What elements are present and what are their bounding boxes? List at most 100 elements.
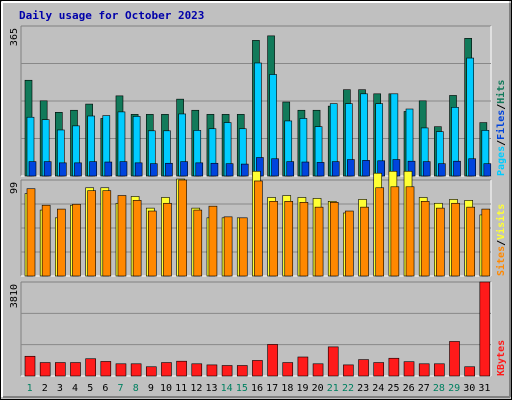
pages-bar	[453, 160, 461, 177]
sites-bar	[269, 201, 278, 277]
sites-bar	[178, 179, 187, 277]
sites-bar	[299, 202, 309, 277]
x-tick-label: 14	[221, 383, 233, 394]
kbytes-bar	[176, 360, 187, 377]
pages-bar	[28, 161, 37, 177]
sites-bar	[87, 190, 96, 277]
visits-sites-panel: 99 Sites/Visits	[9, 170, 507, 277]
kbytes-bar	[388, 357, 400, 377]
sites-bar	[208, 205, 218, 277]
kbytes-bar	[130, 363, 142, 377]
pages-bar	[180, 161, 188, 177]
sites-bar	[41, 204, 51, 277]
pages-bar	[422, 161, 431, 177]
x-tick-label: 18	[281, 383, 293, 394]
sites-bar	[284, 201, 294, 277]
sites-bar	[254, 180, 263, 277]
kbytes-bar	[145, 366, 157, 377]
legend: Pages/Files/Hits	[495, 80, 507, 176]
pages-bar	[331, 161, 340, 177]
sites-bar	[375, 187, 385, 277]
x-tick-label: 28	[433, 383, 445, 394]
kbytes-bar	[267, 344, 278, 377]
pages-bar	[43, 161, 52, 177]
pages-bar	[149, 163, 158, 177]
chart-title: Daily usage for October 2023	[19, 9, 204, 22]
kbytes-bar	[327, 346, 339, 377]
legend-separator: /	[496, 104, 507, 110]
files-bar	[466, 57, 474, 177]
legend: Sites/Visits	[495, 204, 507, 276]
sites-bar	[102, 190, 112, 277]
legend-separator: /	[496, 240, 507, 246]
x-tick-label: 30	[463, 383, 475, 394]
x-tick-label: 26	[403, 383, 415, 394]
sites-bar	[163, 202, 172, 277]
kbytes-bar	[464, 366, 475, 377]
sites-bar	[223, 216, 233, 277]
x-tick-label: 9	[148, 383, 154, 394]
kbytes-bar	[418, 363, 430, 377]
kbytes-bar	[70, 362, 81, 377]
sites-bar	[420, 201, 430, 277]
legend-sites: Sites	[495, 246, 507, 276]
kbytes-bar	[479, 281, 491, 377]
legend-pages: Pages	[496, 146, 507, 176]
sites-bar	[193, 209, 203, 277]
hits-files-pages-panel: 365 Pages/Files/Hits	[9, 25, 507, 177]
x-tick-label: 31	[478, 383, 490, 394]
x-tick-label: 10	[160, 383, 172, 394]
kbytes-bar	[434, 363, 445, 377]
kbytes-bar	[358, 359, 369, 377]
legend-separator: /	[496, 140, 507, 146]
kbytes-bar	[252, 360, 263, 377]
kbytes-bar	[100, 361, 112, 377]
sites-bar	[314, 206, 324, 277]
x-tick-label: 27	[418, 383, 430, 394]
pages-bar	[210, 162, 219, 177]
kbytes-bar	[312, 363, 324, 377]
y-max-label: 365	[9, 28, 20, 46]
pages-bar	[362, 160, 370, 177]
pages-bar	[271, 158, 279, 177]
pages-bar	[316, 162, 325, 177]
x-tick-label: 21	[327, 383, 339, 394]
pages-bar	[134, 162, 143, 177]
x-tick-label: 15	[236, 383, 248, 394]
pages-bar	[225, 163, 234, 177]
kbytes-bar	[55, 362, 66, 377]
kbytes-bar	[206, 364, 218, 377]
sites-bar	[405, 186, 415, 277]
pages-bar	[286, 161, 295, 177]
kbytes-bar	[236, 365, 248, 377]
kbytes-bar	[24, 355, 36, 377]
x-tick-label: 29	[448, 383, 460, 394]
legend-hits: Hits	[495, 80, 507, 104]
sites-bar	[360, 206, 369, 277]
x-tick-label: 2	[42, 383, 48, 394]
kbytes-bar	[85, 358, 96, 377]
x-tick-label: 1	[27, 383, 33, 394]
x-tick-label: 12	[190, 383, 202, 394]
sites-bar	[451, 202, 460, 277]
kbytes-bar	[403, 361, 415, 377]
kbytes-bar	[161, 362, 172, 377]
pages-bar	[89, 161, 97, 177]
x-tick-label: 22	[342, 383, 354, 394]
x-tick-label: 20	[312, 383, 324, 394]
x-tick-label: 24	[372, 383, 384, 394]
x-tick-label: 4	[72, 383, 78, 394]
pages-bar	[104, 161, 113, 177]
x-tick-label: 5	[87, 383, 93, 394]
y-max-label: 99	[9, 182, 20, 194]
pages-bar	[119, 161, 128, 177]
sites-bar	[466, 206, 475, 277]
pages-bar	[165, 162, 173, 177]
x-tick-label: 23	[357, 383, 369, 394]
kbytes-bar	[373, 362, 385, 377]
pages-bar	[74, 162, 82, 177]
x-tick-label: 8	[133, 383, 139, 394]
legend: KBytes	[496, 340, 507, 376]
pages-bar	[438, 163, 446, 177]
